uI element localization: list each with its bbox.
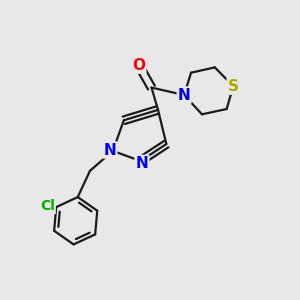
Text: N: N: [178, 88, 190, 103]
Text: N: N: [103, 142, 116, 158]
Text: N: N: [136, 156, 148, 171]
Text: Cl: Cl: [40, 199, 55, 213]
Text: O: O: [132, 58, 145, 73]
Text: S: S: [228, 79, 239, 94]
